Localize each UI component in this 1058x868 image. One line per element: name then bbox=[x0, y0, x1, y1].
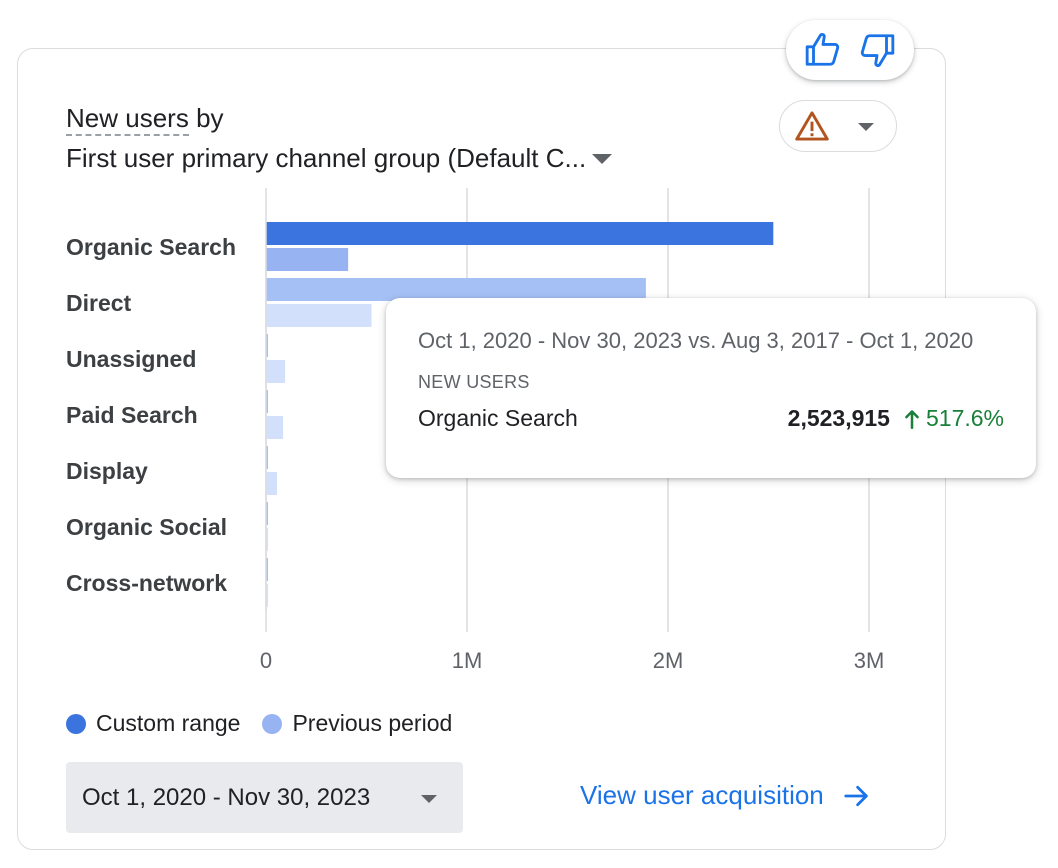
legend-item-custom-range[interactable]: Custom range bbox=[66, 710, 240, 737]
bar-previous-period[interactable] bbox=[266, 304, 372, 327]
tooltip-date-range: Oct 1, 2020 - Nov 30, 2023 vs. Aug 3, 20… bbox=[418, 328, 974, 353]
category-label: Direct bbox=[66, 290, 132, 316]
x-tick-label: 0 bbox=[260, 648, 272, 673]
legend-label: Previous period bbox=[292, 710, 453, 736]
tooltip-change-value: 517.6% bbox=[925, 405, 1004, 431]
bar-previous-period[interactable] bbox=[266, 416, 284, 439]
legend-label: Custom range bbox=[96, 710, 241, 736]
chevron-down-icon bbox=[858, 123, 874, 131]
bar-previous-period[interactable] bbox=[266, 472, 278, 495]
tooltip-row: Organic Search 2,523,915 517.6% bbox=[418, 405, 1004, 432]
category-label: Unassigned bbox=[66, 346, 196, 372]
bar-custom-range[interactable] bbox=[266, 222, 774, 245]
bar-custom-range[interactable] bbox=[266, 502, 268, 525]
thumbs-down-icon bbox=[860, 34, 895, 67]
warning-triangle-icon bbox=[795, 111, 829, 141]
x-tick-label: 2M bbox=[653, 648, 684, 673]
chevron-down-icon bbox=[592, 154, 613, 164]
tooltip-value: 2,523,915 bbox=[787, 405, 890, 431]
bar-custom-range[interactable] bbox=[266, 390, 268, 413]
category-label: Cross-network bbox=[66, 570, 227, 596]
dimension-label: First user primary channel group (Defaul… bbox=[66, 143, 587, 173]
metric-selector[interactable]: New users bbox=[66, 103, 189, 136]
bar-custom-range[interactable] bbox=[266, 334, 268, 357]
legend-item-previous-period[interactable]: Previous period bbox=[262, 710, 452, 737]
legend-dot-previous-period bbox=[262, 713, 283, 734]
chart-tooltip: Oct 1, 2020 - Nov 30, 2023 vs. Aug 3, 20… bbox=[386, 298, 1036, 478]
card-title: New users by bbox=[66, 102, 224, 136]
arrow-right-icon bbox=[844, 785, 868, 806]
bar-previous-period[interactable] bbox=[266, 248, 349, 271]
tooltip-change: 517.6% bbox=[904, 405, 1004, 432]
chart-legend: Custom range Previous period bbox=[66, 710, 474, 737]
view-user-acquisition-link[interactable]: View user acquisition bbox=[580, 780, 872, 811]
data-quality-menu-button[interactable] bbox=[779, 100, 897, 152]
legend-dot-custom-range bbox=[66, 713, 86, 734]
thumbs-up-button[interactable] bbox=[801, 28, 845, 72]
feedback-bar bbox=[786, 20, 914, 80]
bar-custom-range[interactable] bbox=[266, 278, 646, 301]
bar-custom-range[interactable] bbox=[266, 558, 268, 581]
thumbs-up-icon bbox=[805, 33, 840, 66]
category-label: Organic Social bbox=[66, 514, 227, 540]
thumbs-down-button[interactable] bbox=[855, 28, 899, 72]
title-by: by bbox=[196, 103, 224, 133]
tooltip-category: Organic Search bbox=[418, 405, 578, 431]
category-label: Organic Search bbox=[66, 234, 236, 260]
bar-previous-period[interactable] bbox=[266, 528, 268, 551]
date-range-select[interactable]: Oct 1, 2020 - Nov 30, 2023 bbox=[66, 762, 463, 833]
link-label: View user acquisition bbox=[580, 780, 824, 810]
chevron-down-icon bbox=[421, 795, 437, 803]
date-range-value: Oct 1, 2020 - Nov 30, 2023 bbox=[82, 783, 371, 811]
category-label: Display bbox=[66, 458, 148, 484]
x-tick-label: 1M bbox=[452, 648, 483, 673]
bar-custom-range[interactable] bbox=[266, 446, 268, 469]
arrow-up-icon bbox=[905, 409, 919, 429]
category-label: Paid Search bbox=[66, 402, 198, 428]
x-tick-label: 3M bbox=[854, 648, 885, 673]
dimension-selector[interactable]: First user primary channel group (Defaul… bbox=[66, 142, 613, 174]
tooltip-metric: NEW USERS bbox=[418, 372, 530, 392]
bar-previous-period[interactable] bbox=[266, 360, 286, 383]
bar-previous-period[interactable] bbox=[266, 584, 268, 607]
